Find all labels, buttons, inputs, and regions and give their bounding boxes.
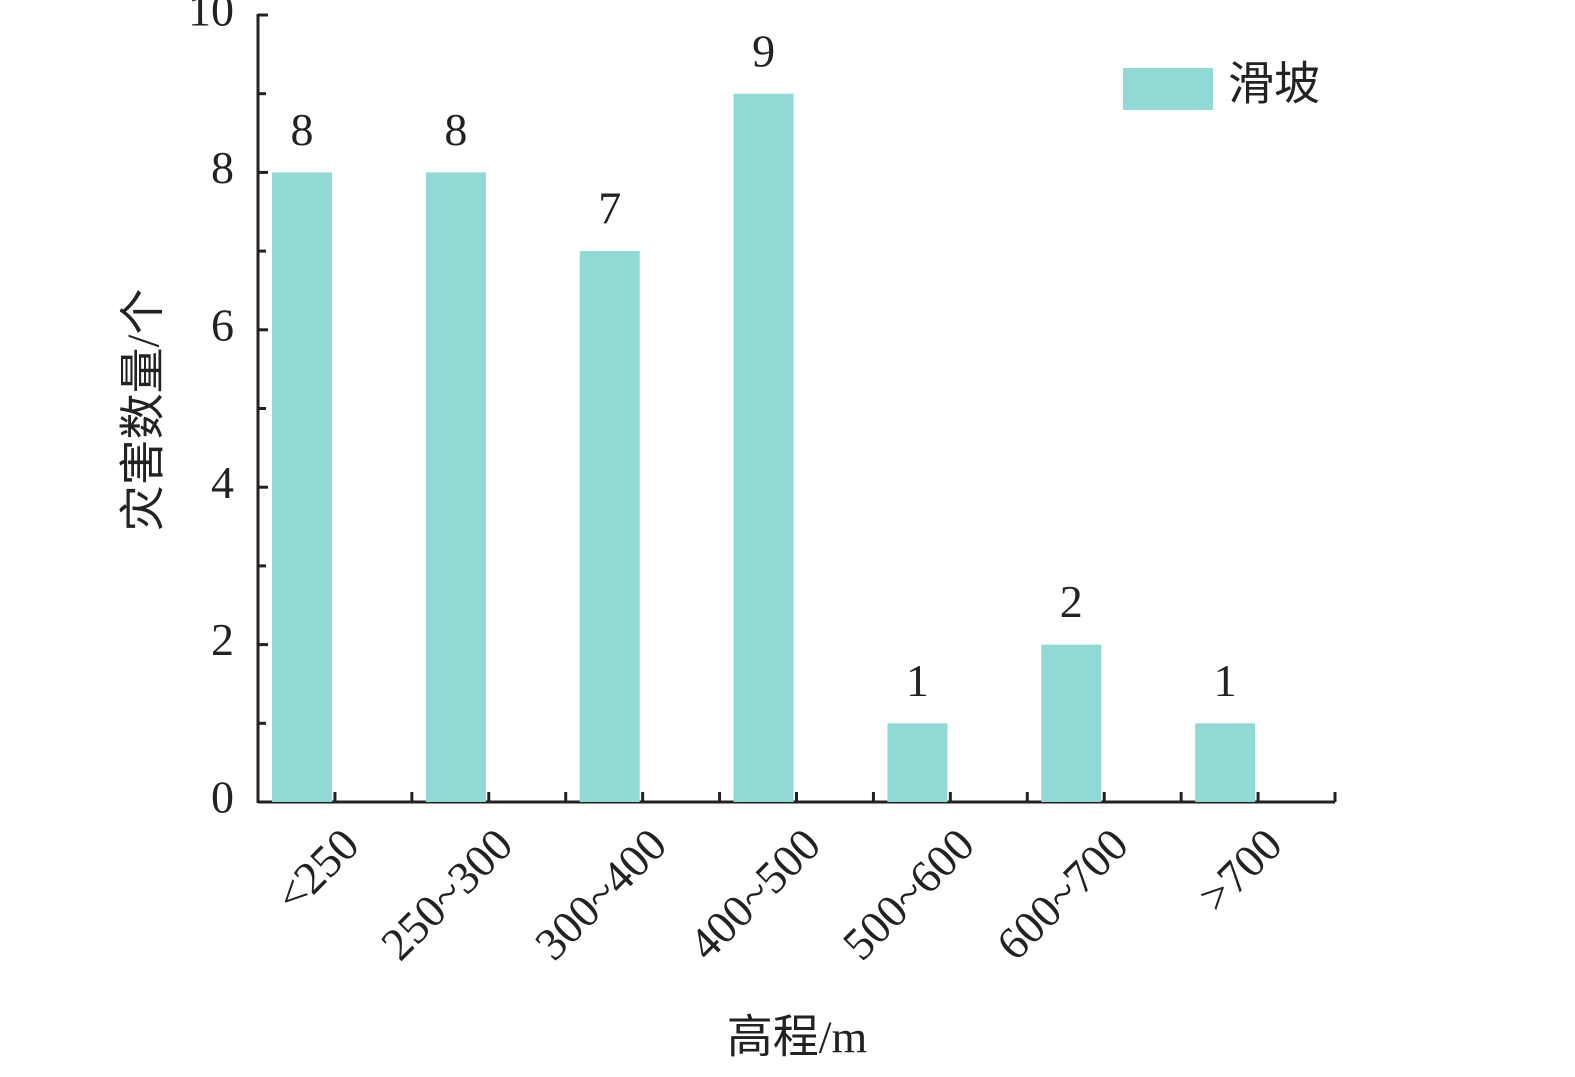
bar: [579, 251, 640, 803]
data-label: 1: [906, 655, 929, 706]
x-tick-label: 250~300: [371, 818, 522, 969]
bar: [1195, 723, 1256, 802]
y-tick-label: 4: [211, 457, 234, 508]
y-tick-label: 6: [211, 299, 234, 350]
data-label: 2: [1060, 576, 1083, 627]
legend-label: 滑坡: [1228, 59, 1320, 110]
x-tick-label: 300~400: [525, 818, 676, 969]
data-label: 8: [444, 104, 467, 155]
bar: [425, 172, 486, 802]
x-tick-label: 600~700: [987, 818, 1138, 969]
x-tick-label: 500~600: [833, 818, 984, 969]
bar: [1041, 644, 1102, 802]
y-tick-label: 8: [211, 142, 234, 193]
data-label: 1: [1214, 655, 1237, 706]
legend-swatch: [1123, 68, 1213, 110]
data-label: 9: [752, 25, 775, 76]
data-label: 8: [291, 104, 314, 155]
x-tick-label: 400~500: [679, 818, 830, 969]
y-tick-label: 2: [211, 614, 234, 665]
bar: [733, 93, 794, 802]
bar: [272, 172, 332, 802]
x-axis-title: 高程/m: [727, 1012, 868, 1063]
x-tick-label: <250: [265, 818, 368, 921]
x-tick-label: >700: [1188, 818, 1291, 921]
y-tick-label: 10: [188, 0, 234, 36]
y-axis-title: 灾害数量/个: [118, 289, 169, 532]
y-tick-label: 0: [211, 772, 234, 823]
data-label: 7: [598, 183, 621, 234]
bar: [887, 723, 948, 802]
